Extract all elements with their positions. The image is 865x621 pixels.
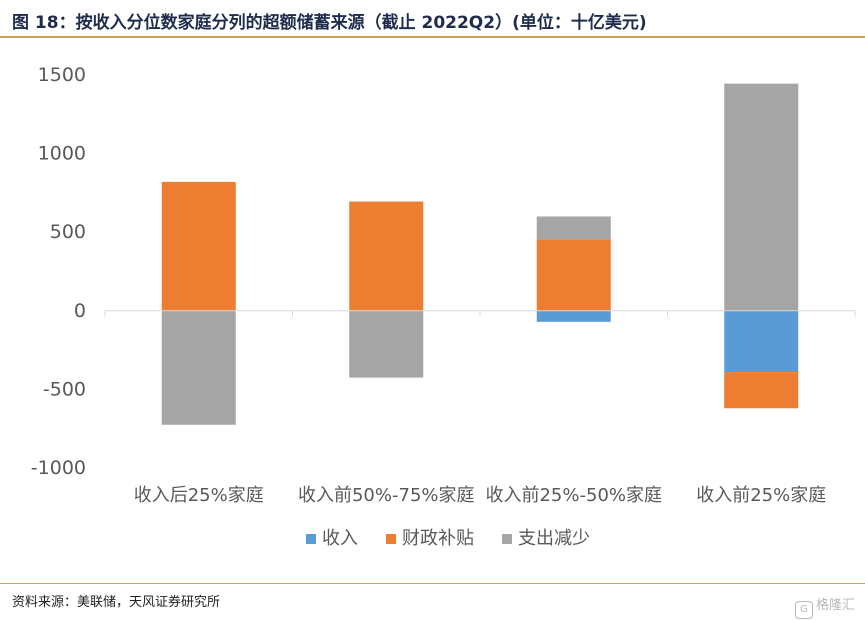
legend-swatch-2 bbox=[502, 534, 512, 544]
title-bar: 图 18：按收入分位数家庭分列的超额储蓄来源（截止 2022Q2）(单位：十亿美… bbox=[0, 0, 865, 38]
bar-收入-3 bbox=[724, 310, 799, 373]
source-divider bbox=[0, 583, 865, 584]
bar-财政补贴-0 bbox=[161, 181, 236, 311]
bar-支出减少-3 bbox=[724, 83, 799, 311]
legend-swatch-0 bbox=[306, 534, 316, 544]
chart-area: -1000 -500 0 500 1000 1500 收入后25%家庭 收入前50%-75%家… bbox=[0, 40, 865, 580]
x-category-label: 收入前25%家庭 bbox=[696, 485, 826, 506]
bar-收入-2 bbox=[536, 310, 611, 322]
watermark: G 格隆汇 bbox=[794, 594, 855, 619]
y-tick-label: -1000 bbox=[31, 457, 86, 479]
bar-财政补贴-3 bbox=[724, 372, 799, 409]
watermark-text: 格隆汇 bbox=[815, 598, 855, 613]
source-note: 资料来源：美联储，天风证券研究所 bbox=[12, 595, 221, 610]
bar-支出减少-0 bbox=[161, 310, 236, 425]
bar-支出减少-2 bbox=[536, 216, 611, 240]
y-tick-label: 1500 bbox=[38, 64, 86, 86]
x-category-label: 收入前25%-50%家庭 bbox=[485, 485, 662, 506]
title-divider bbox=[0, 36, 865, 38]
x-category-label: 收入前50%-75%家庭 bbox=[298, 485, 475, 506]
y-tick-label: 0 bbox=[74, 300, 86, 322]
legend-label: 财政补贴 bbox=[402, 528, 474, 549]
legend-label: 支出减少 bbox=[518, 528, 590, 549]
page-title: 图 18：按收入分位数家庭分列的超额储蓄来源（截止 2022Q2）(单位：十亿美… bbox=[12, 13, 647, 33]
bar-财政补贴-2 bbox=[536, 239, 611, 311]
bar-财政补贴-1 bbox=[349, 201, 424, 311]
legend-label: 收入 bbox=[322, 528, 358, 549]
y-tick-label: 500 bbox=[50, 221, 86, 243]
stacked-bar-chart: -1000 -500 0 500 1000 1500 收入后25%家庭 收入前50%-75%家… bbox=[31, 64, 856, 549]
y-tick-label: -500 bbox=[43, 378, 86, 400]
watermark-logo-icon: G bbox=[794, 601, 813, 619]
legend-swatch-1 bbox=[386, 534, 396, 544]
y-tick-label: 1000 bbox=[38, 143, 86, 165]
x-category-label: 收入后25%家庭 bbox=[134, 485, 264, 506]
bar-支出减少-1 bbox=[349, 310, 424, 378]
